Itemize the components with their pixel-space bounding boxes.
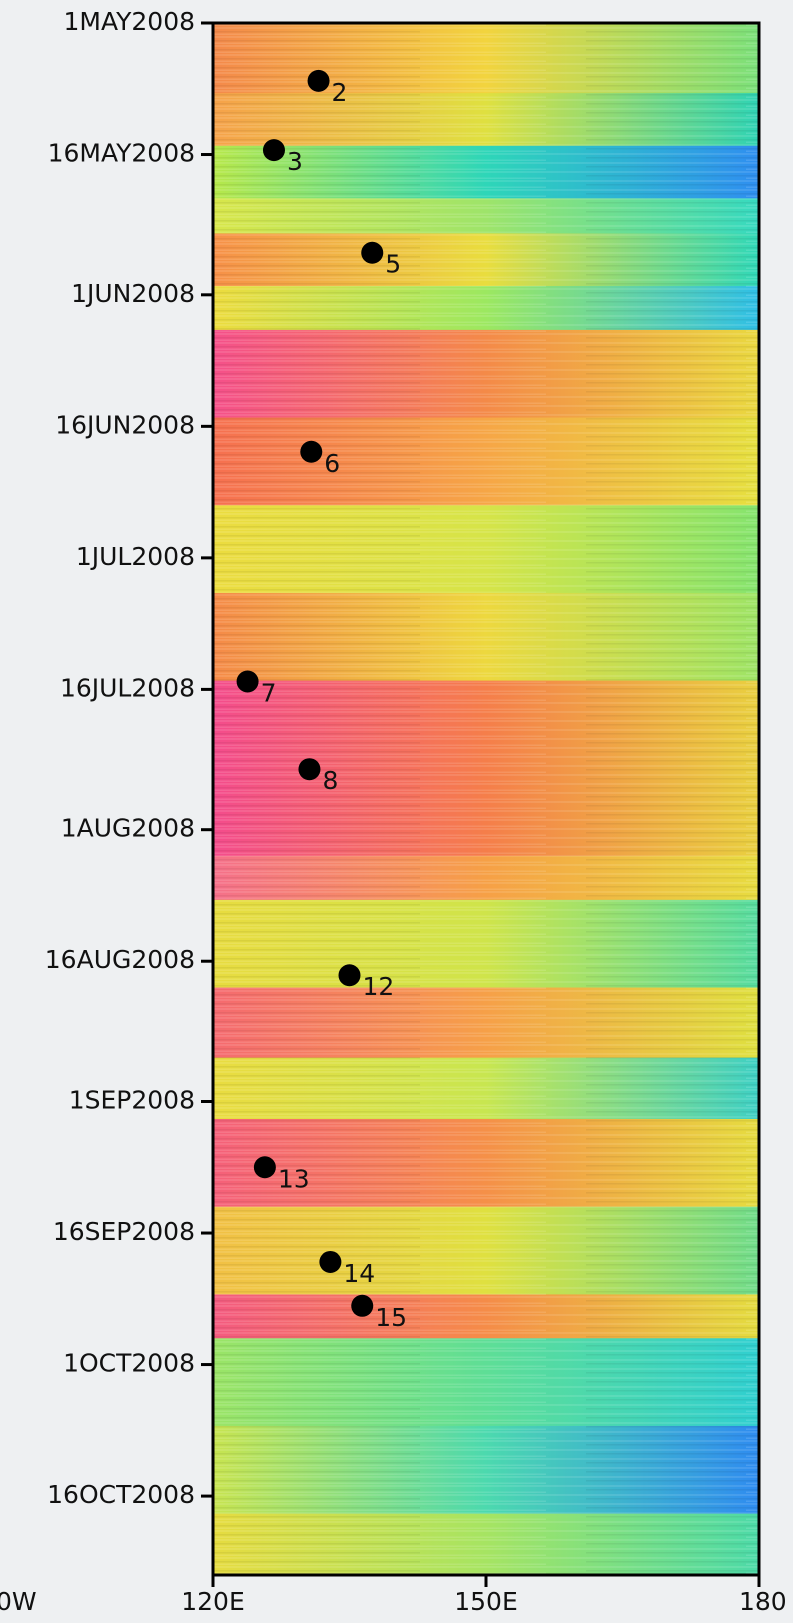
point (236, 670, 259, 693)
point (298, 758, 321, 781)
y-tick-label: 1JUN2008 (71, 279, 195, 308)
point (307, 69, 330, 92)
point-label: 2 (332, 78, 348, 107)
y-tick-label: 1OCT2008 (63, 1349, 195, 1378)
y-tick-label: 16SEP2008 (53, 1217, 195, 1246)
x-tick-label: 150E (454, 1587, 518, 1616)
texture (213, 23, 759, 1575)
point-label: 5 (385, 250, 401, 279)
y-tick-label: 16OCT2008 (47, 1480, 195, 1509)
y-tick-label: 16JUN2008 (55, 410, 195, 439)
x-tick-label: 120E (181, 1587, 245, 1616)
point-label: 7 (261, 679, 277, 708)
y-tick-label: 16AUG2008 (45, 945, 195, 974)
y-tick-label: 1AUG2008 (61, 814, 195, 843)
x-tick-label: 180 (739, 1587, 787, 1616)
point-label: 8 (322, 766, 338, 795)
x-cut-label: 0W (0, 1587, 37, 1616)
point-label: 15 (375, 1303, 407, 1332)
y-tick-label: 1JUL2008 (76, 542, 195, 571)
point-label: 13 (278, 1164, 310, 1193)
point (300, 440, 323, 463)
point-label: 6 (324, 449, 340, 478)
point (338, 964, 361, 987)
point-label: 12 (363, 972, 395, 1001)
plot-frame (211, 21, 761, 1577)
y-tick-label: 16MAY2008 (48, 139, 195, 168)
point-label: 14 (343, 1259, 375, 1288)
point (351, 1294, 374, 1317)
point (361, 241, 384, 264)
point (319, 1250, 342, 1273)
y-tick-label: 1SEP2008 (69, 1086, 195, 1115)
y-tick-label: 1MAY2008 (63, 7, 195, 36)
y-tick-label: 16JUL2008 (60, 673, 195, 702)
point (262, 139, 285, 162)
point (253, 1156, 276, 1179)
point-label: 3 (287, 147, 303, 176)
